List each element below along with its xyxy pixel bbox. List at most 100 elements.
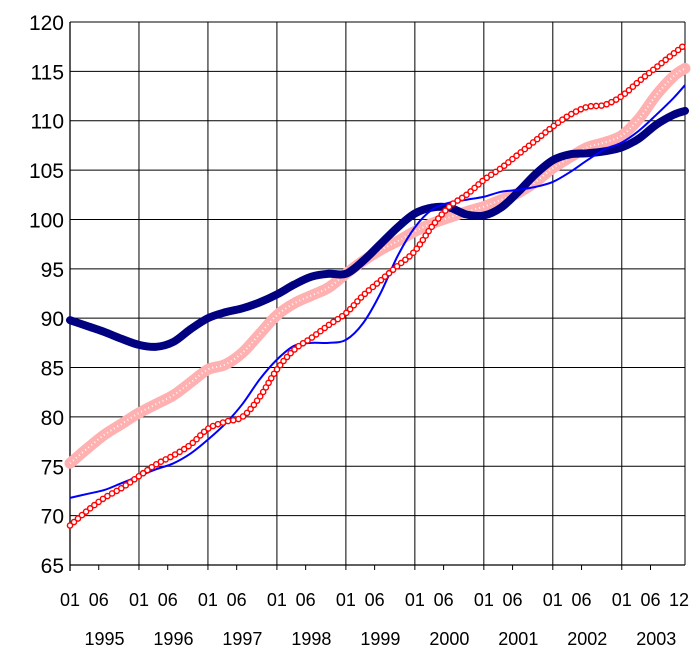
y-tick-label: 90 <box>41 308 64 331</box>
series-marker <box>487 171 495 179</box>
series-marker <box>538 132 545 140</box>
series-marker <box>196 432 204 439</box>
series-marker <box>259 388 267 396</box>
series-marker <box>625 86 633 94</box>
series-marker <box>131 476 138 483</box>
series-marker <box>330 318 337 326</box>
series-marker <box>445 203 453 211</box>
series-marker <box>176 448 183 456</box>
series-marker <box>550 122 558 130</box>
series-marker <box>250 401 258 409</box>
x-month-label: 06 <box>296 590 316 610</box>
series-marker <box>180 445 188 453</box>
series-marker <box>270 370 278 378</box>
series-marker <box>338 312 346 320</box>
series-marker <box>612 96 620 103</box>
series-marker <box>283 353 291 361</box>
series-marker <box>449 200 457 207</box>
series-marker <box>135 472 143 480</box>
series-marker <box>419 236 427 244</box>
series-marker <box>509 155 516 163</box>
series-marker <box>517 149 524 156</box>
x-month-label: 12 <box>669 590 689 610</box>
series-marker <box>406 253 413 260</box>
series-marker <box>559 116 566 123</box>
series-marker <box>658 59 665 67</box>
series-marker <box>641 73 649 80</box>
series-marker <box>86 505 94 512</box>
y-tick-label: 100 <box>29 209 64 232</box>
series-marker <box>265 379 272 387</box>
x-month-label: 06 <box>227 590 247 610</box>
x-year-label: 1997 <box>222 629 262 649</box>
x-month-label: 01 <box>60 590 80 610</box>
series-marker <box>312 331 320 338</box>
series-marker <box>357 294 365 301</box>
series-marker <box>467 188 474 195</box>
series-marker <box>475 181 482 188</box>
series-marker <box>674 46 682 54</box>
x-month-label: 01 <box>474 590 494 610</box>
series-marker <box>253 397 261 404</box>
series-marker <box>416 241 424 248</box>
x-month-label: 01 <box>612 590 632 610</box>
x-month-label: 01 <box>267 590 287 610</box>
series-3 <box>64 62 691 469</box>
series-marker <box>144 466 151 474</box>
series-marker <box>389 266 397 274</box>
series-marker <box>171 451 179 458</box>
series-thick-line <box>66 106 689 351</box>
series-marker <box>413 245 421 253</box>
y-tick-label: 65 <box>41 555 64 578</box>
series-marker <box>361 290 369 298</box>
series-marker <box>343 309 350 317</box>
series-1 <box>69 84 686 499</box>
x-month-label: 01 <box>198 590 218 610</box>
series-marker <box>381 273 389 280</box>
series-marker <box>629 83 637 90</box>
series-marker <box>247 405 254 413</box>
x-month-label: 01 <box>543 590 563 610</box>
y-tick-label: 80 <box>41 407 64 430</box>
series-marker <box>649 66 657 74</box>
series-marker <box>262 384 270 391</box>
y-tick-label: 70 <box>41 506 64 529</box>
x-month-label: 06 <box>572 590 592 610</box>
x-month-label: 06 <box>640 590 660 610</box>
series-marker <box>325 321 333 329</box>
series-marker <box>454 197 461 204</box>
series-marker <box>582 104 590 111</box>
series-marker <box>148 463 156 471</box>
series-marker <box>189 439 197 447</box>
series-marker <box>670 49 678 57</box>
series-marker <box>546 125 553 133</box>
series-marker <box>529 139 537 146</box>
series-marker <box>679 43 686 51</box>
x-year-label: 2000 <box>429 629 469 649</box>
x-year-label: 1998 <box>291 629 331 649</box>
series-marker <box>471 184 478 192</box>
x-month-label: 01 <box>129 590 149 610</box>
series-marker <box>587 102 595 110</box>
x-year-label: 2003 <box>636 629 676 649</box>
series-marker <box>229 416 237 424</box>
series-marker <box>113 487 121 495</box>
series-marker <box>645 69 653 77</box>
series-marker <box>280 357 287 365</box>
series-marker <box>554 119 562 127</box>
y-tick-label: 120 <box>29 12 64 35</box>
series-marker <box>193 435 200 443</box>
series-marker <box>496 165 504 173</box>
series-marker <box>438 211 446 218</box>
series-marker <box>287 349 294 357</box>
series-marker <box>425 227 432 235</box>
series-marker <box>317 327 324 335</box>
series-marker <box>239 413 247 420</box>
series-marker <box>66 522 74 529</box>
grid-lines <box>69 21 686 566</box>
series-marker <box>633 79 641 87</box>
y-tick-label: 85 <box>41 358 64 381</box>
series-0 <box>66 106 689 351</box>
x-month-label: 06 <box>89 590 109 610</box>
